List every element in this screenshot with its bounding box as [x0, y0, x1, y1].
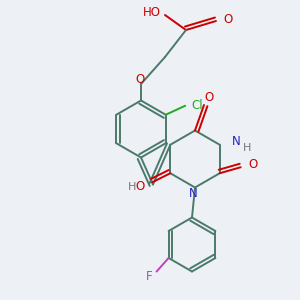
Text: Cl: Cl	[191, 99, 203, 112]
Text: O: O	[136, 180, 145, 193]
Text: O: O	[135, 73, 144, 86]
Text: O: O	[204, 91, 213, 104]
Text: O: O	[248, 158, 257, 171]
Text: N: N	[189, 187, 198, 200]
Text: N: N	[232, 135, 241, 148]
Text: HO: HO	[142, 5, 160, 19]
Text: H: H	[128, 182, 136, 193]
Text: F: F	[146, 269, 152, 283]
Text: O: O	[224, 13, 232, 26]
Text: H: H	[242, 143, 251, 153]
